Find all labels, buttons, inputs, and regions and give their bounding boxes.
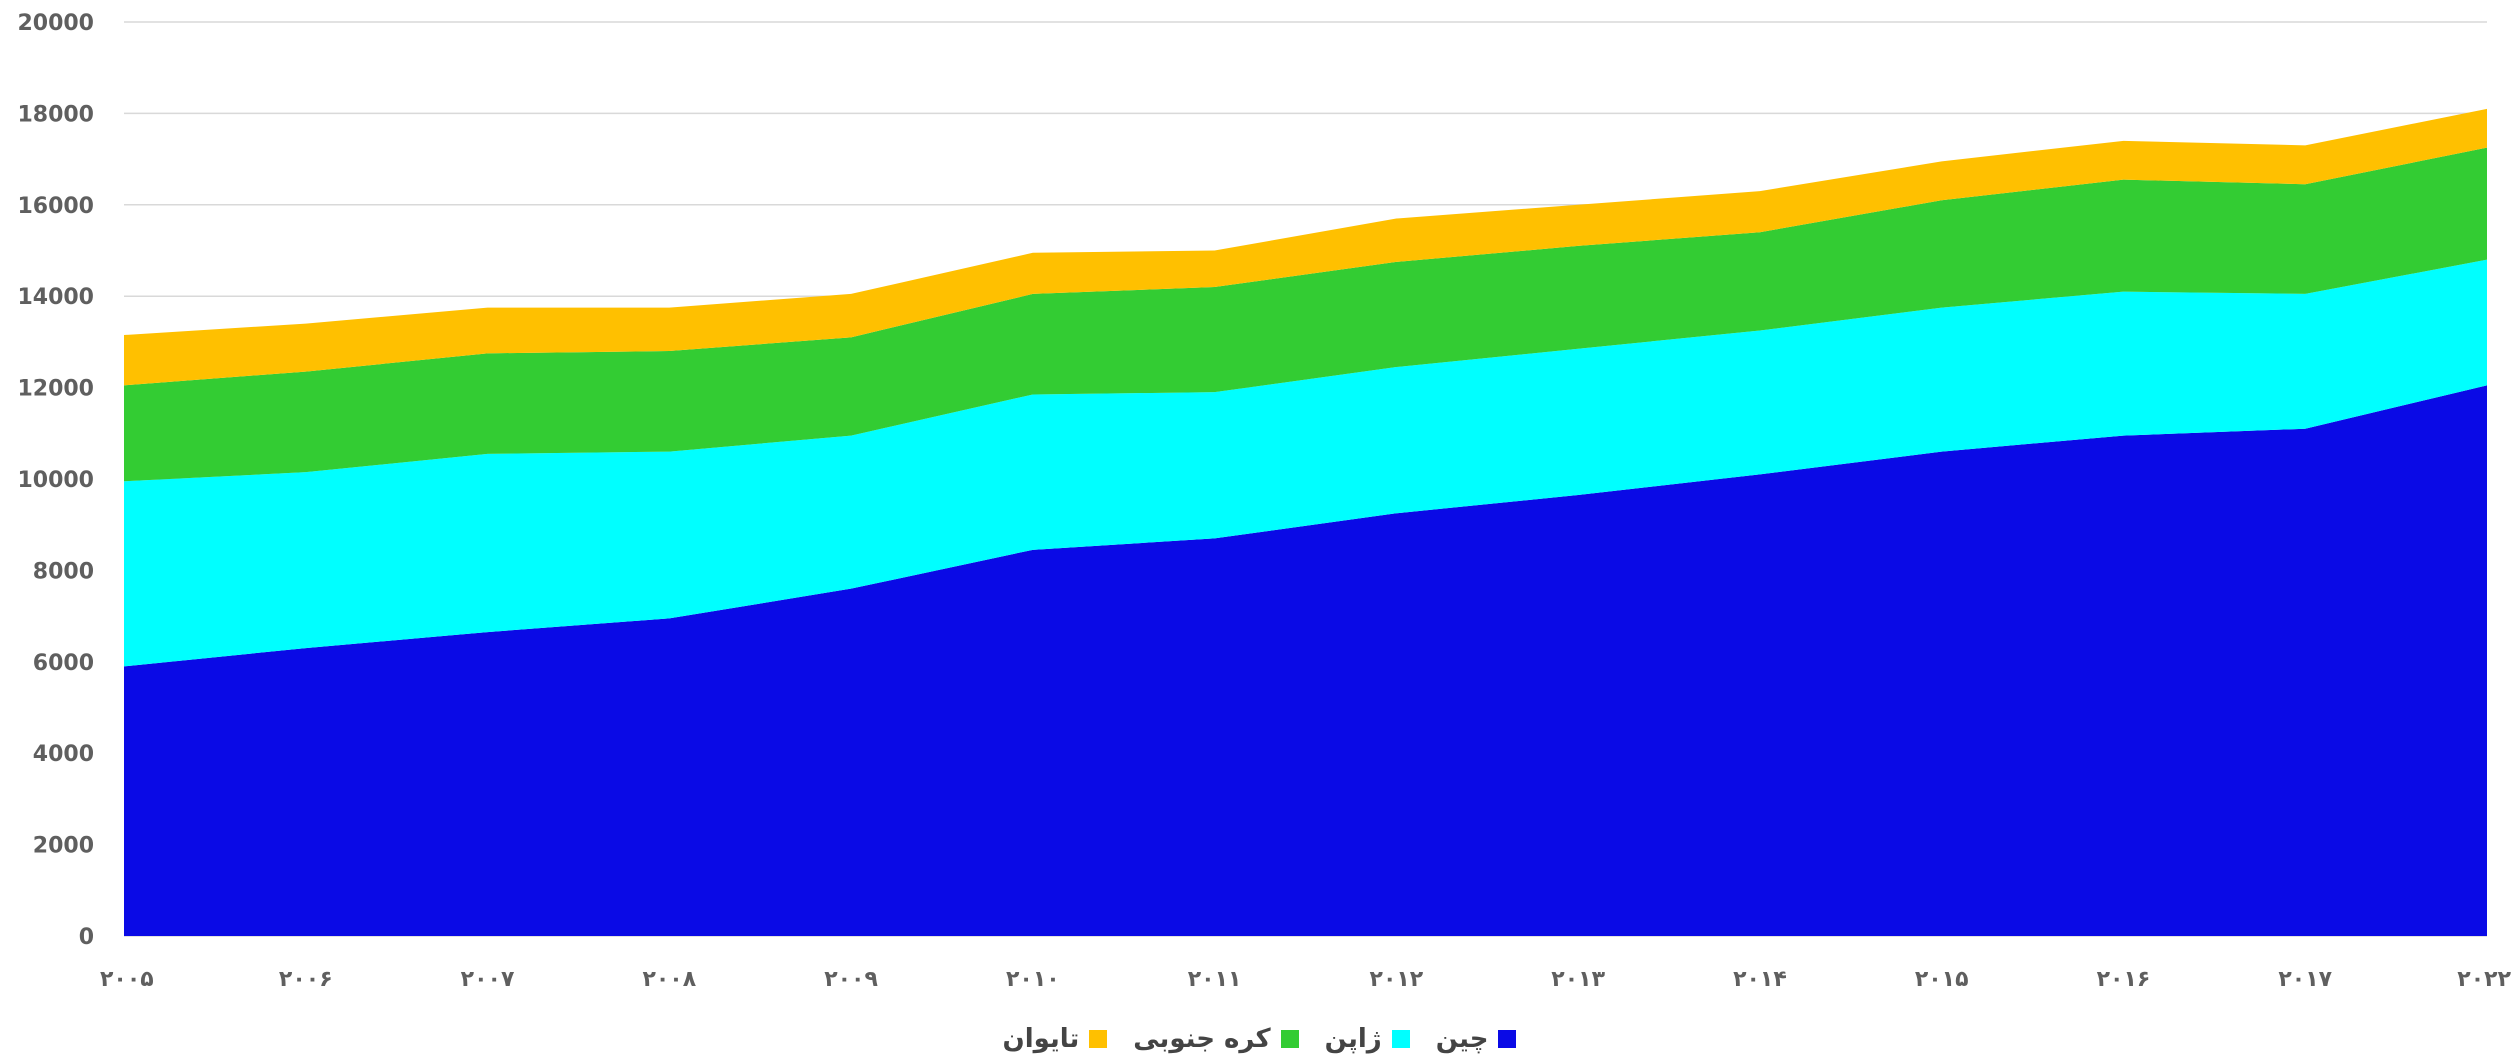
legend-item: ژاپن [1325, 1024, 1410, 1054]
x-tick-label: ۲۰۱۳ [1551, 967, 1605, 992]
y-tick-label: 2000 [33, 834, 94, 859]
stacked-area-chart: 0 2000 4000 6000 8000 10000 12000 14000 16000 180… [17, 11, 2512, 992]
y-tick-label: 18000 [17, 102, 94, 127]
legend-swatch [1280, 1030, 1299, 1048]
legend-swatch [1391, 1030, 1410, 1048]
x-axis-ticks: ۲۰۰۵ ۲۰۰۶ ۲۰۰۷ ۲۰۰۸ ۲۰۰۹ ۲۰۱۰ ۲۰۱۱ ۲۰۱۲ ۲۰۱۳ ۲۰۱۴… [100, 967, 2512, 992]
series-areas [124, 108, 2487, 936]
legend-label: تایوان [1002, 1024, 1080, 1054]
legend-label: ژاپن [1324, 1024, 1382, 1054]
area-series-2 [124, 147, 2487, 482]
x-tick-label: ۲۰۱۰ [1006, 967, 1060, 992]
area-series-3 [124, 108, 2487, 386]
y-tick-label: 12000 [17, 377, 94, 402]
legend: چین ژاپن کره جنوبی تایوان [0, 1024, 2519, 1054]
y-tick-label: 6000 [33, 651, 94, 676]
y-tick-label: 10000 [17, 468, 94, 493]
x-tick-label: ۲۰۱۷ [2278, 967, 2332, 992]
x-tick-label: ۲۰۱۶ [2097, 967, 2151, 992]
x-tick-label: ۲۰۰۵ [100, 967, 154, 992]
y-tick-label: 0 [79, 925, 94, 950]
legend-item: تایوان [1003, 1024, 1108, 1054]
x-tick-label: ۲۰۰۷ [461, 967, 515, 992]
x-tick-label: ۲۰۰۶ [279, 967, 333, 992]
x-tick-label: ۲۰۱۴ [1733, 967, 1787, 992]
area-series-1 [124, 259, 2487, 667]
y-tick-label: 14000 [17, 285, 94, 310]
y-tick-label: 8000 [33, 559, 94, 584]
y-tick-label: 16000 [17, 194, 94, 219]
legend-label: کره جنوبی [1133, 1024, 1271, 1054]
x-tick-label: ۲۰۱۲ [1370, 967, 1424, 992]
y-tick-label: 4000 [33, 742, 94, 767]
legend-swatch [1089, 1030, 1108, 1048]
legend-item: چین [1436, 1024, 1517, 1054]
x-tick-label: ۲۰۰۸ [642, 967, 696, 992]
x-tick-label: ۲۰۰۹ [824, 967, 878, 992]
area-series-0 [124, 385, 2487, 936]
legend-label: چین [1435, 1024, 1489, 1054]
y-axis-ticks: 0 2000 4000 6000 8000 10000 12000 14000 16000 180… [17, 11, 94, 950]
x-tick-label: ۲۰۲۲ [2457, 967, 2511, 992]
legend-swatch [1498, 1030, 1517, 1048]
x-tick-label: ۲۰۱۱ [1188, 967, 1242, 992]
x-tick-label: ۲۰۱۵ [1915, 967, 1969, 992]
legend-item: کره جنوبی [1133, 1024, 1299, 1054]
y-tick-label: 20000 [17, 11, 94, 36]
